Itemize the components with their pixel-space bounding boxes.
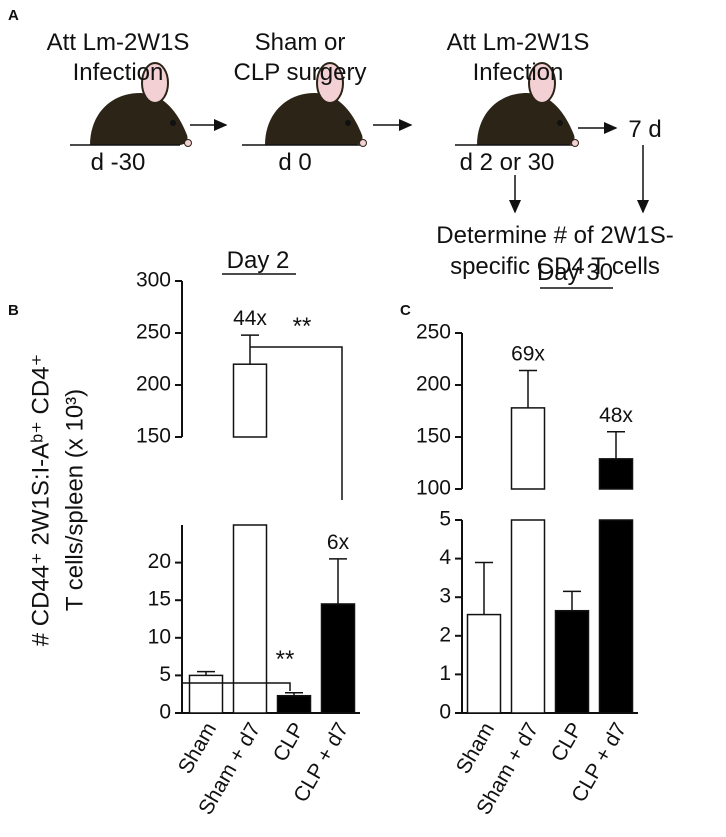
significance-bracket	[250, 346, 343, 500]
readout: Determine # of 2W1S-	[436, 222, 673, 249]
x-tick-label: Sham	[452, 719, 499, 778]
fold-label: 44x	[233, 307, 267, 330]
panel-label: B	[8, 302, 19, 319]
fold-label: 48x	[599, 404, 633, 427]
bar	[510, 407, 546, 490]
y-axis-label: T cells/spleen (x 10³)	[61, 389, 88, 611]
x-tick-label: CLP	[269, 719, 309, 766]
y-tick-label: 5	[159, 663, 171, 686]
charts: Day 2 # CD44⁺ 2W1S:I-Aᵇ⁺ CD4⁺ T cells/sple…	[27, 247, 638, 819]
step-label: Infection	[73, 59, 164, 86]
step-day: d -30	[91, 149, 146, 176]
step-day: d 2 or 30	[460, 149, 555, 176]
y-tick-label: 150	[416, 425, 451, 448]
y-tick-label: 100	[416, 477, 451, 500]
schematic: A Att Lm-2W1S Infection d -30 Sham or CL…	[8, 7, 674, 319]
bar	[598, 458, 634, 490]
y-tick-label: 200	[136, 373, 171, 396]
y-tick-label: 2	[439, 623, 451, 646]
bar	[466, 613, 502, 714]
bar	[188, 674, 224, 714]
y-tick-label: 1	[439, 662, 451, 685]
bar	[232, 363, 268, 438]
readout: specific CD4 T cells	[450, 253, 660, 280]
y-tick-label: 15	[148, 588, 171, 611]
bar	[232, 524, 268, 714]
x-tick-label: Sham	[174, 719, 221, 778]
y-tick-label: 20	[148, 550, 171, 573]
y-tick-label: 300	[136, 269, 171, 292]
bar-chart: Day 2 # CD44⁺ 2W1S:I-Aᵇ⁺ CD4⁺ T cells/sple…	[27, 247, 360, 819]
significance-label: **	[276, 646, 295, 673]
step-label: CLP surgery	[234, 59, 367, 86]
y-axis-label: # CD44⁺ 2W1S:I-Aᵇ⁺ CD4⁺	[27, 354, 54, 646]
y-tick-label: 3	[439, 585, 451, 608]
step-day: d 0	[278, 149, 311, 176]
panel-label: C	[400, 302, 411, 319]
bar	[554, 609, 590, 714]
y-tick-label: 250	[136, 321, 171, 344]
chart-title: Day 2	[227, 247, 290, 274]
step-label: Infection	[473, 59, 564, 86]
y-tick-label: 4	[439, 546, 451, 569]
step-label: Att Lm-2W1S	[447, 29, 590, 56]
delay-label: 7 d	[628, 116, 661, 143]
bar	[320, 603, 356, 714]
bar	[510, 519, 546, 714]
x-tick-label: CLP	[547, 719, 587, 766]
bar	[598, 519, 634, 714]
fold-label: 69x	[511, 342, 545, 365]
y-tick-label: 5	[439, 508, 451, 531]
significance-bracket	[183, 682, 291, 691]
chart-title: Day 30	[537, 259, 613, 286]
significance-label: **	[293, 313, 312, 340]
y-tick-label: 10	[148, 625, 171, 648]
y-tick-label: 250	[416, 321, 451, 344]
bar	[276, 694, 312, 714]
fold-label: 6x	[327, 531, 350, 554]
y-tick-label: 150	[136, 425, 171, 448]
panel-label: A	[8, 7, 19, 24]
step-label: Sham or	[255, 29, 346, 56]
step-label: Att Lm-2W1S	[47, 29, 190, 56]
y-tick-label: 200	[416, 373, 451, 396]
y-tick-label: 0	[159, 701, 171, 724]
y-tick-label: 0	[439, 701, 451, 724]
